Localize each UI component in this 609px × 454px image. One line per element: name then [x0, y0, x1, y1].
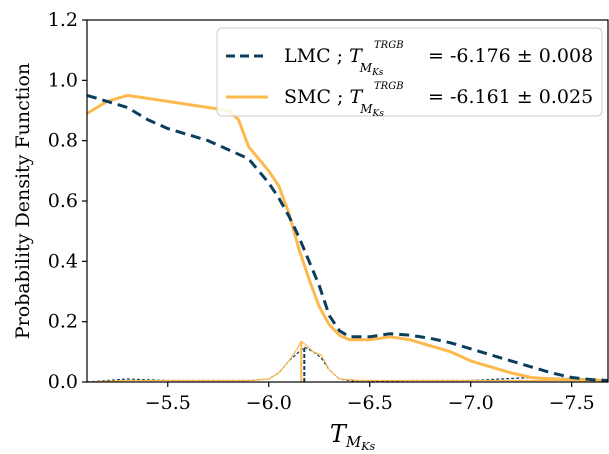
y-tick-label: 0.2 — [48, 311, 78, 333]
legend-smc-sym-base: T — [350, 86, 364, 108]
series-line-lmc — [86, 93, 609, 382]
x-tick-label: −6.5 — [347, 392, 393, 414]
legend-lmc-sym-base: T — [349, 45, 363, 67]
legend-lmc-name: LMC — [284, 45, 331, 67]
x-axis-title: TMKs — [330, 420, 376, 453]
y-tick-label: 0.8 — [48, 130, 78, 152]
x-axis-title-subsub: Ks — [360, 440, 375, 453]
legend-lmc-sym-subsub: Ks — [371, 68, 384, 78]
legend: LMC ; T MKs TRGB = -6.176 ± 0.008 SMC ; T… — [216, 27, 603, 119]
series-line-smc — [86, 93, 609, 382]
y-tick-label: 1.2 — [48, 9, 78, 31]
legend-lmc-sym-sup: TRGB — [374, 40, 404, 51]
y-tick-label: 0.6 — [48, 190, 78, 212]
legend-box — [216, 27, 603, 117]
legend-smc-sym-sub: M — [359, 102, 373, 116]
x-tick-label: −6.0 — [246, 392, 292, 414]
edge-response-smc — [86, 340, 608, 383]
legend-entry-lmc: LMC ; T MKs TRGB = -6.176 ± 0.008 — [226, 40, 593, 78]
legend-smc-sym-subsub: Ks — [371, 109, 384, 119]
legend-lmc-sym-sub: M — [359, 61, 373, 75]
edge-response-lmc — [86, 346, 609, 383]
trgb-markers — [300, 341, 306, 382]
y-axis-title: Probability Density Function — [12, 63, 34, 339]
legend-smc-value: = -6.161 ± 0.025 — [428, 86, 593, 108]
y-axis-ticks: 0.0 0.2 0.4 0.6 0.8 1.0 1.2 — [48, 9, 87, 393]
legend-entry-smc: SMC ; T MKs TRGB = -6.161 ± 0.025 — [226, 81, 593, 119]
x-axis-title-sub: M — [345, 433, 362, 451]
legend-smc-name: SMC — [284, 86, 331, 108]
x-tick-label: −7.0 — [448, 392, 494, 414]
legend-lmc-value: = -6.176 ± 0.008 — [428, 45, 593, 67]
legend-label-smc: SMC ; T MKs — [284, 86, 384, 119]
legend-smc-sym-sup: TRGB — [374, 81, 404, 92]
legend-label-lmc: LMC ; T MKs — [284, 45, 384, 78]
x-axis-ticks: −5.5 −6.0 −6.5 −7.0 −7.5 — [145, 382, 595, 414]
edge-response-layer — [86, 340, 609, 383]
y-tick-label: 0.0 — [48, 371, 78, 393]
x-tick-label: −7.5 — [549, 392, 595, 414]
series-layer — [86, 93, 609, 382]
x-tick-label: −5.5 — [145, 392, 191, 414]
y-tick-label: 0.4 — [48, 250, 78, 272]
x-axis-title-base: T — [330, 420, 348, 448]
y-tick-label: 1.0 — [48, 69, 78, 91]
